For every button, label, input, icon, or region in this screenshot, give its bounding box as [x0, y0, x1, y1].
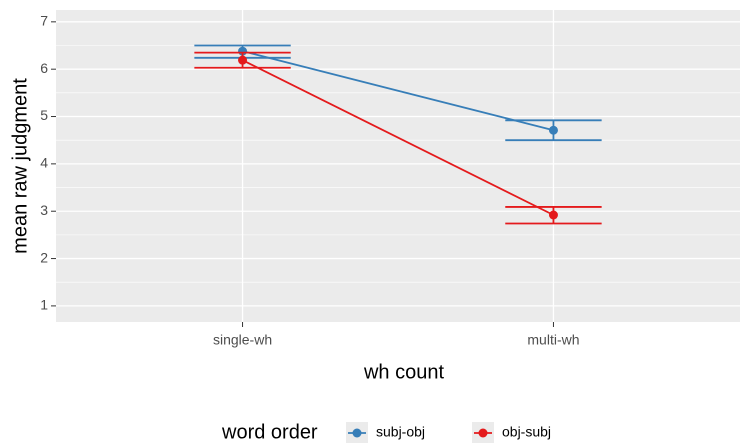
- legend-point: [478, 428, 488, 438]
- series-line: [242, 59, 554, 216]
- point: [548, 125, 558, 135]
- x-tick-label: multi-wh: [527, 332, 579, 348]
- x-tick-label: single-wh: [213, 332, 272, 348]
- legend-title: word order: [221, 421, 318, 443]
- y-axis-title: mean raw judgment: [9, 78, 31, 254]
- legend-point: [352, 428, 362, 438]
- series-line: [242, 50, 554, 132]
- y-tick-label: 4: [40, 155, 48, 171]
- legend-label: subj-obj: [376, 424, 425, 440]
- point: [238, 55, 248, 65]
- x-axis-title: wh count: [363, 361, 444, 383]
- point: [548, 210, 558, 220]
- y-tick-label: 3: [40, 202, 48, 218]
- y-tick-label: 2: [40, 249, 48, 265]
- panel: [56, 10, 740, 322]
- legend-label: obj-subj: [502, 424, 551, 440]
- y-tick-label: 5: [40, 107, 48, 123]
- y-tick-label: 7: [40, 13, 48, 29]
- y-tick-label: 1: [40, 297, 48, 313]
- y-tick-label: 6: [40, 60, 48, 76]
